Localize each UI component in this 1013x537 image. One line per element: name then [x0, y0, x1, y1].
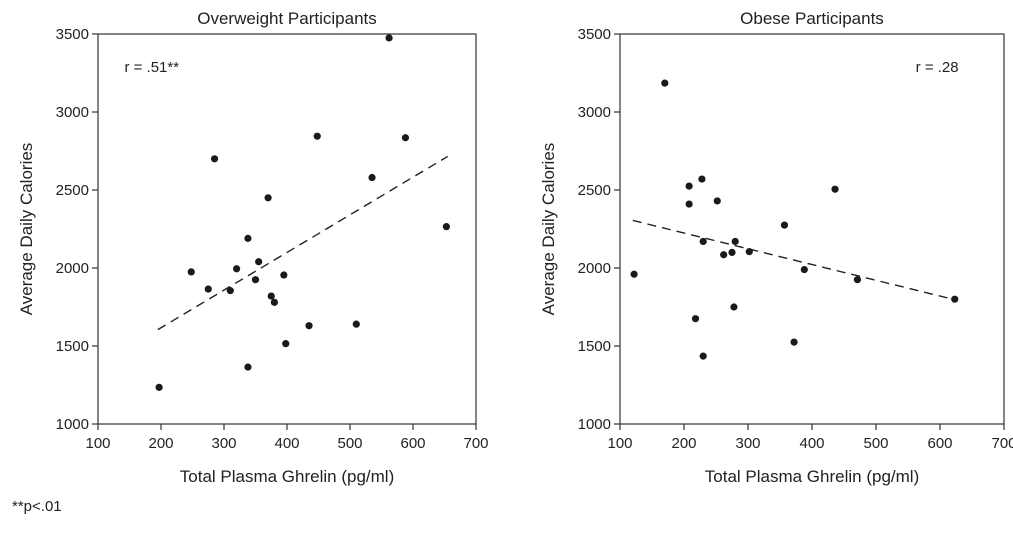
data-point [352, 320, 360, 328]
data-point [831, 185, 839, 193]
x-tick-label: 700 [991, 435, 1013, 452]
data-point [661, 79, 669, 87]
y-axis-label: Average Daily Calories [17, 143, 36, 316]
data-point [951, 295, 959, 303]
trend-line [632, 219, 953, 300]
data-point [442, 223, 450, 231]
data-point [745, 248, 753, 256]
y-tick-label: 3000 [56, 104, 89, 121]
data-point [226, 287, 234, 295]
x-tick-label: 100 [607, 435, 632, 452]
y-tick-label: 2500 [578, 182, 611, 199]
x-tick-label: 400 [274, 435, 299, 452]
data-point [155, 383, 163, 391]
data-point [800, 265, 808, 274]
data-point [270, 298, 278, 306]
data-point [255, 258, 263, 266]
y-tick-label: 3500 [578, 26, 611, 43]
data-point [385, 34, 393, 42]
data-point [264, 194, 272, 202]
data-point [630, 270, 638, 278]
data-point [282, 340, 290, 348]
y-tick-label: 2000 [578, 260, 611, 277]
data-point [368, 173, 376, 182]
trend-line [157, 155, 449, 331]
data-point [401, 134, 410, 142]
chart-panel-2: Obese Participants 100 200 300 400 500 600 700 1… [539, 9, 1013, 486]
x-tick-label: 700 [463, 435, 488, 452]
data-point [731, 237, 739, 246]
y-tick-label: 2000 [56, 260, 89, 277]
y-tick-label: 1500 [56, 338, 89, 355]
correlation-annotation: r = .28 [916, 59, 959, 76]
y-tick-label: 3500 [56, 26, 89, 43]
data-point [699, 237, 707, 246]
y-tick-label: 1000 [56, 416, 89, 433]
chart-panel-1: Overweight Participants 100 200 300 400 500 60… [17, 9, 489, 486]
data-point [698, 175, 706, 183]
y-tick-label: 2500 [56, 182, 89, 199]
x-tick-label: 600 [927, 435, 952, 452]
data-point [699, 352, 707, 360]
x-tick-label: 200 [671, 435, 696, 452]
correlation-annotation: r = .51** [124, 59, 179, 76]
x-tick-label: 400 [799, 435, 824, 452]
x-tick-label: 600 [400, 435, 425, 452]
chart-title: Obese Participants [740, 9, 884, 28]
data-point [244, 363, 252, 371]
data-point [730, 303, 738, 311]
data-point [313, 132, 321, 140]
x-tick-label: 300 [735, 435, 760, 452]
data-point [204, 285, 212, 293]
data-point [305, 322, 313, 330]
y-tick-label: 1000 [578, 416, 611, 433]
data-point [244, 234, 252, 242]
y-axis-label: Average Daily Calories [539, 143, 558, 316]
data-point [210, 155, 219, 163]
plot-frame [619, 33, 1005, 425]
y-tick-label: 1500 [578, 338, 611, 355]
x-tick-label: 500 [863, 435, 888, 452]
x-tick-label: 500 [337, 435, 362, 452]
data-point [728, 248, 736, 256]
y-tick-label: 3000 [578, 104, 611, 121]
x-axis-label: Total Plasma Ghrelin (pg/ml) [180, 467, 394, 486]
data-point [233, 265, 241, 273]
chart-title: Overweight Participants [197, 9, 377, 28]
x-tick-label: 200 [148, 435, 173, 452]
data-point [790, 338, 798, 346]
x-tick-label: 100 [85, 435, 110, 452]
data-point [267, 292, 275, 300]
data-point [685, 200, 693, 208]
data-point [187, 268, 195, 276]
data-point [720, 251, 728, 259]
data-point [691, 315, 700, 323]
data-point [780, 221, 789, 229]
x-tick-label: 300 [211, 435, 236, 452]
data-point [251, 276, 260, 284]
significance-footnote: **p<.01 [12, 498, 62, 515]
plot-frame [97, 33, 477, 425]
data-point [685, 182, 693, 190]
data-point [853, 276, 862, 284]
data-point [280, 271, 288, 279]
data-point [713, 197, 721, 205]
x-axis-label: Total Plasma Ghrelin (pg/ml) [705, 467, 919, 486]
